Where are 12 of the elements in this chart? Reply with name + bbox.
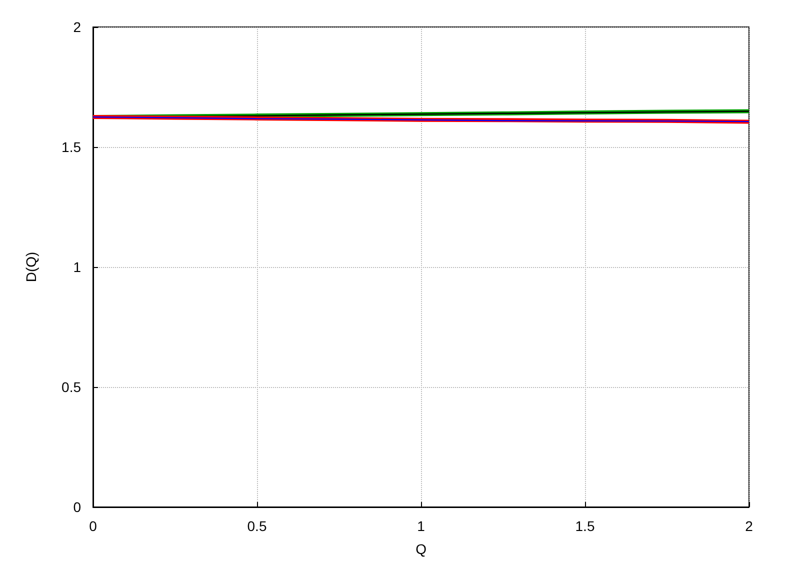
x-tick-label: 0.5	[247, 518, 267, 534]
x-tick-label: 2	[745, 518, 754, 534]
x-tick-label: 1	[417, 518, 426, 534]
y-tick-label: 1.5	[62, 139, 82, 155]
y-axis-title: D(Q)	[23, 252, 39, 282]
y-tick-label: 1	[73, 259, 82, 275]
y-tick-label: 0	[73, 499, 82, 515]
y-tick-label: 0.5	[62, 379, 82, 395]
x-axis-title: Q	[416, 541, 427, 557]
x-tick-label: 1.5	[575, 518, 595, 534]
y-tick-label: 2	[73, 19, 82, 35]
x-tick-label: 0	[89, 518, 98, 534]
